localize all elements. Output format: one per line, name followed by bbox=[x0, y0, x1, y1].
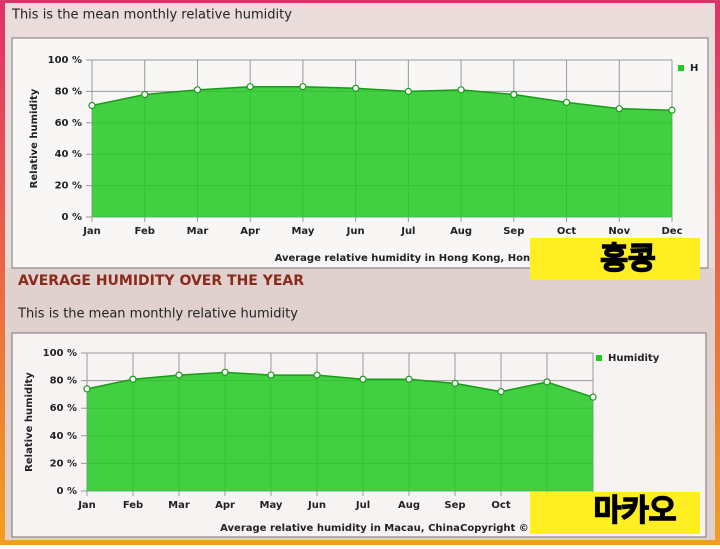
point bbox=[451, 379, 459, 387]
point bbox=[267, 371, 275, 379]
x-tick-label: Apr bbox=[240, 226, 260, 237]
y-tick-label: 20 % bbox=[50, 458, 77, 469]
area bbox=[87, 372, 593, 491]
x-tick-label: Aug bbox=[398, 500, 420, 511]
point bbox=[668, 106, 676, 114]
x-tick-label: Jul bbox=[400, 226, 415, 237]
x-tick-label: Feb bbox=[123, 500, 143, 511]
x-tick-label: Jul bbox=[355, 500, 370, 511]
section-title: AVERAGE HUMIDITY OVER THE YEAR bbox=[18, 273, 304, 289]
point bbox=[141, 90, 149, 99]
y-tick-label: 100 % bbox=[48, 55, 82, 66]
legend-swatch bbox=[678, 65, 684, 71]
y-tick-label: 80 % bbox=[55, 86, 82, 97]
y-axis-label: Relative humidity bbox=[29, 88, 40, 188]
x-tick-label: May bbox=[260, 500, 283, 511]
x-tick-label: Apr bbox=[215, 500, 235, 511]
x-tick-label: Jan bbox=[77, 500, 96, 511]
y-tick-label: 100 % bbox=[43, 348, 77, 359]
point bbox=[313, 371, 321, 379]
point bbox=[83, 385, 91, 393]
subtitle: This is the mean monthly relative humidi… bbox=[17, 307, 298, 322]
point bbox=[359, 375, 367, 383]
x-tick-label: Nov bbox=[608, 226, 630, 237]
y-tick-label: 0 % bbox=[57, 486, 77, 497]
legend-label: H bbox=[690, 63, 698, 74]
point bbox=[615, 105, 623, 113]
point bbox=[510, 90, 518, 99]
point bbox=[457, 86, 465, 94]
x-tick-label: Aug bbox=[450, 226, 472, 237]
legend-swatch bbox=[596, 355, 602, 361]
point bbox=[221, 368, 229, 376]
point bbox=[405, 375, 413, 383]
x-tick-label: Jun bbox=[346, 226, 365, 237]
x-tick-label: Dec bbox=[661, 226, 682, 237]
y-tick-label: 60 % bbox=[50, 403, 77, 414]
overlay-label: 마카오 bbox=[594, 494, 677, 529]
overlay-label: 홍콩 bbox=[600, 242, 655, 277]
y-tick-label: 20 % bbox=[55, 181, 82, 192]
x-axis-label: Average relative humidity in Macau, Chin… bbox=[220, 523, 460, 534]
x-tick-label: Mar bbox=[168, 500, 190, 511]
x-tick-label: Jun bbox=[307, 500, 326, 511]
point bbox=[589, 393, 597, 401]
y-tick-label: 60 % bbox=[55, 118, 82, 129]
x-tick-label: Feb bbox=[135, 226, 155, 237]
y-tick-label: 40 % bbox=[55, 149, 82, 160]
y-tick-label: 80 % bbox=[50, 376, 77, 387]
x-tick-label: May bbox=[291, 226, 314, 237]
legend-label: Humidity bbox=[608, 353, 660, 364]
x-tick-label: Jan bbox=[82, 226, 101, 237]
point bbox=[88, 101, 96, 110]
credit: Copyright © 2 bbox=[460, 523, 539, 534]
x-tick-label: Sep bbox=[444, 500, 465, 511]
point bbox=[299, 83, 307, 91]
overlay-box bbox=[530, 492, 700, 534]
area bbox=[92, 86, 672, 217]
x-tick-label: Oct bbox=[557, 226, 576, 237]
point bbox=[352, 84, 360, 92]
point bbox=[404, 87, 412, 96]
x-tick-label: Oct bbox=[491, 500, 510, 511]
point bbox=[129, 375, 137, 383]
point bbox=[246, 83, 254, 91]
point bbox=[543, 378, 551, 386]
y-axis-label: Relative humidity bbox=[24, 372, 35, 472]
x-axis-label: Average relative humidity in Hong Kong, … bbox=[275, 253, 570, 264]
x-tick-label: Sep bbox=[503, 226, 524, 237]
x-tick-label: Mar bbox=[187, 226, 209, 237]
point bbox=[562, 98, 571, 106]
point bbox=[175, 371, 183, 379]
overlay-box bbox=[530, 238, 700, 280]
point bbox=[497, 388, 505, 396]
y-tick-label: 40 % bbox=[50, 431, 77, 442]
line bbox=[86, 371, 594, 398]
y-tick-label: 0 % bbox=[62, 212, 82, 223]
subtitle: This is the mean monthly relative humidi… bbox=[11, 8, 292, 23]
point bbox=[193, 86, 202, 94]
line bbox=[91, 85, 673, 111]
